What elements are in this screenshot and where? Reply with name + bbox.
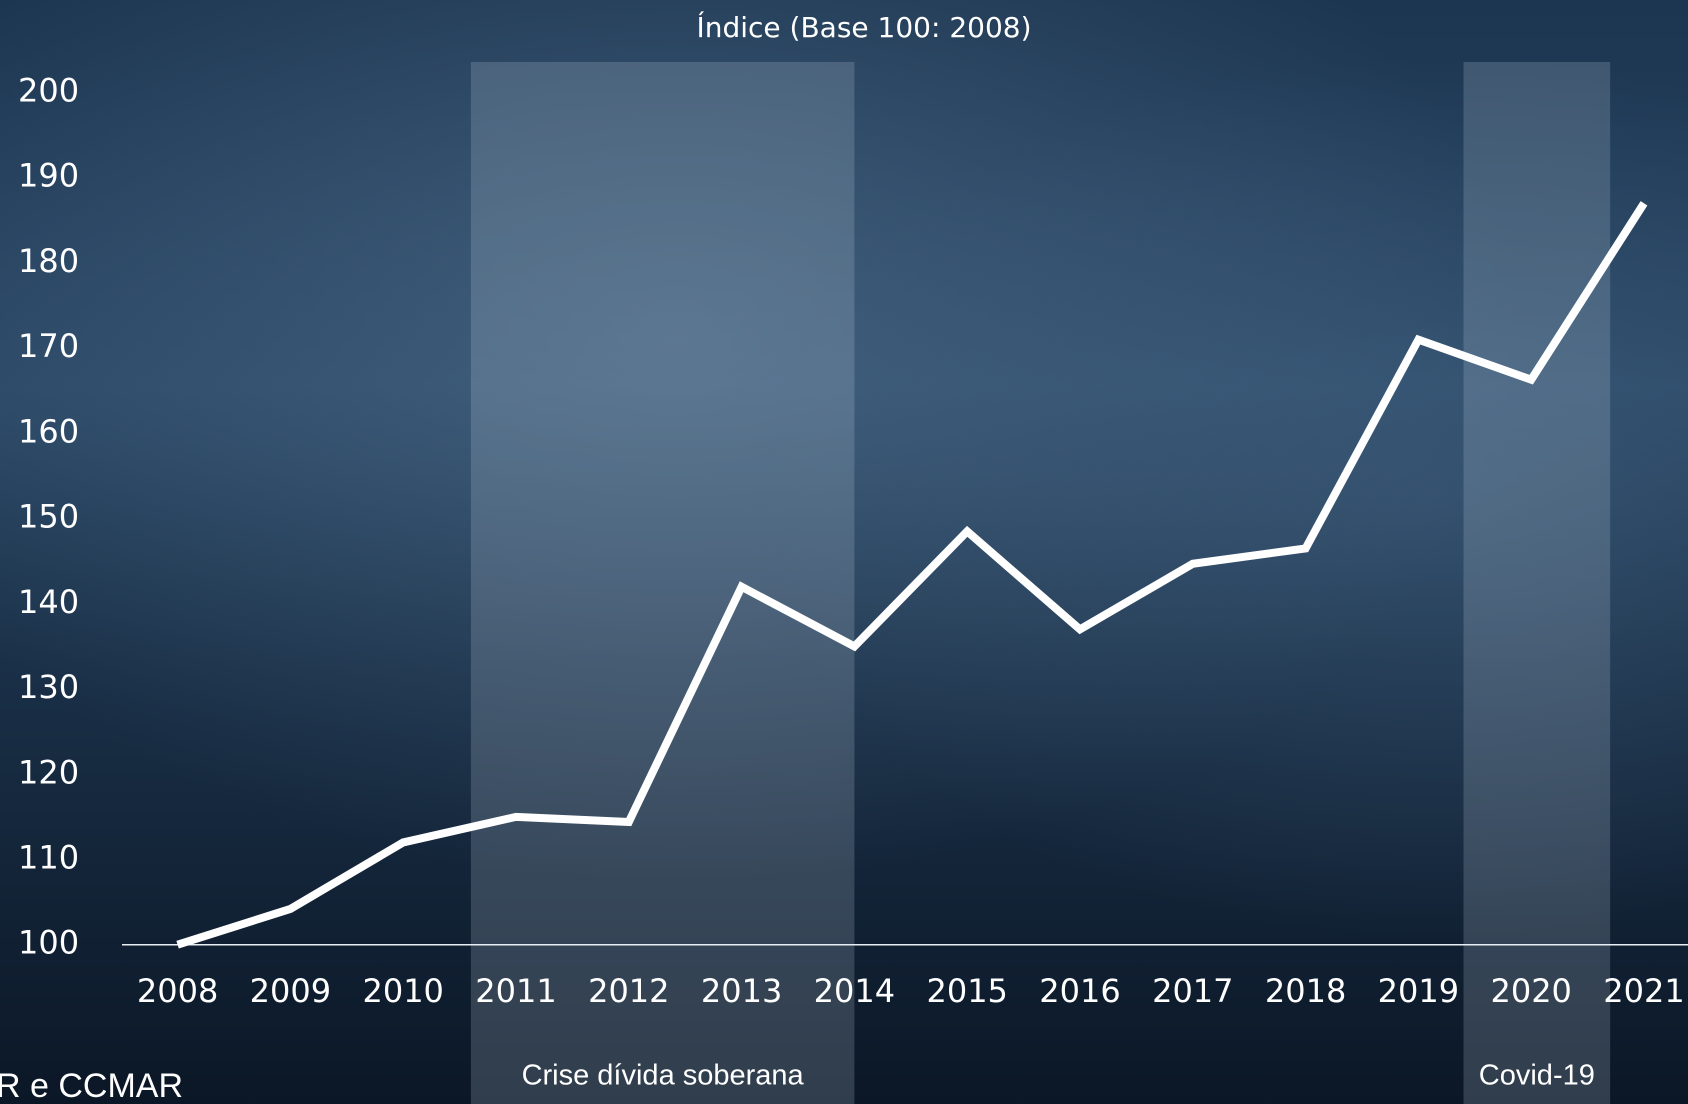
x-tick-label: 2018 [1265, 972, 1346, 1010]
x-tick-label: 2011 [475, 972, 556, 1010]
x-tick-label: 2017 [1152, 972, 1233, 1010]
shaded-period [1463, 62, 1611, 1104]
x-tick-label: 2013 [701, 972, 782, 1010]
shaded-period [470, 62, 855, 1104]
x-tick-label: 2009 [250, 972, 331, 1010]
y-tick-label: 150 [18, 498, 79, 536]
y-tick-label: 120 [18, 753, 79, 791]
period-label: Covid-19 [1479, 1060, 1595, 1092]
y-tick-label: 200 [18, 72, 79, 110]
x-tick-label: 2019 [1378, 972, 1459, 1010]
source-text: R e CCMAR [0, 1067, 183, 1104]
chart-title: Índice (Base 100: 2008) [696, 10, 1031, 44]
y-tick-label: 110 [18, 838, 79, 876]
x-tick-label: 2014 [814, 972, 895, 1010]
x-tick-label: 2008 [137, 972, 218, 1010]
period-label: Crise dívida soberana [522, 1060, 805, 1092]
y-tick-label: 190 [18, 157, 79, 195]
y-tick-label: 140 [18, 583, 79, 621]
x-tick-label: 2010 [362, 972, 443, 1010]
x-tick-label: 2020 [1490, 972, 1571, 1010]
y-tick-label: 100 [18, 924, 79, 962]
x-tick-label: 2012 [588, 972, 669, 1010]
y-tick-label: 160 [18, 412, 79, 450]
x-tick-label: 2016 [1039, 972, 1120, 1010]
data-line [176, 201, 1648, 949]
y-tick-label: 170 [18, 327, 79, 365]
x-tick-label: 2021 [1603, 972, 1684, 1010]
x-tick-label: 2015 [926, 972, 1007, 1010]
y-tick-label: 180 [18, 242, 79, 280]
y-tick-label: 130 [18, 668, 79, 706]
